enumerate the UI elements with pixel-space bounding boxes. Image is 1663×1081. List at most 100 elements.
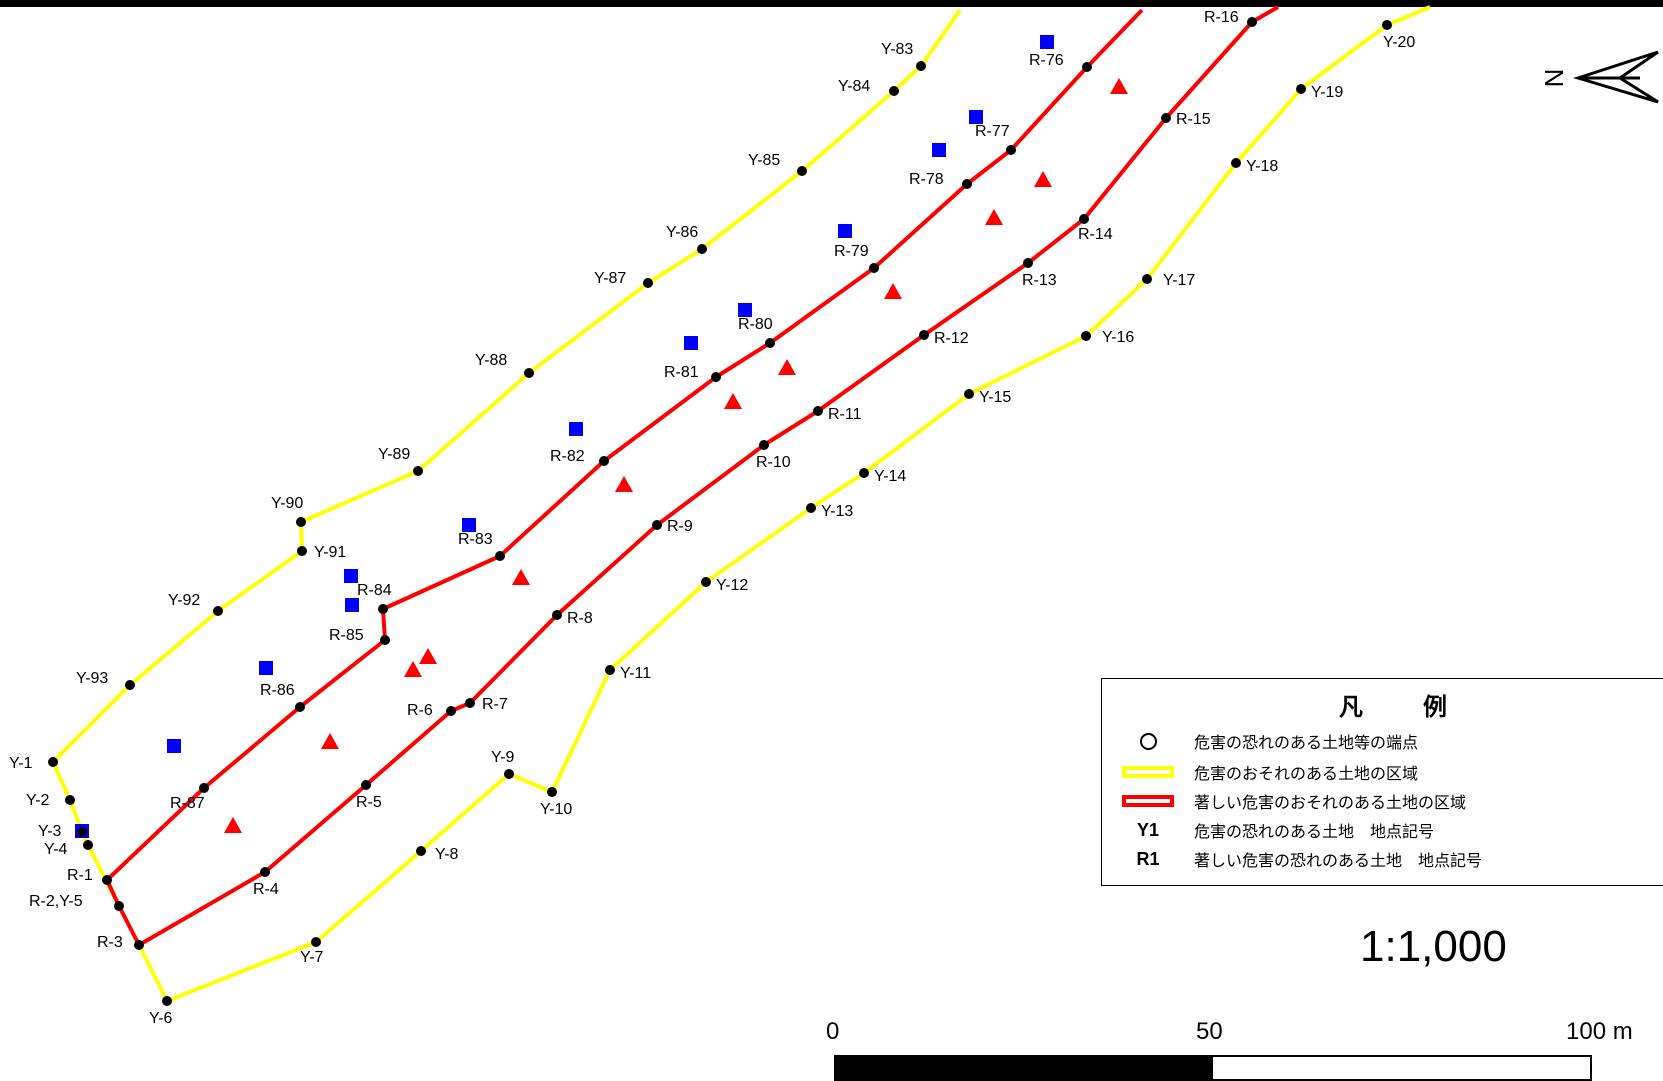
red-triangle-marker <box>1034 171 1052 187</box>
endpoint-dot <box>295 702 305 712</box>
red-zone-boundary <box>105 8 1144 882</box>
point-label: R-16 <box>1204 9 1239 26</box>
endpoint-dot <box>83 840 93 850</box>
endpoint-dot <box>102 875 112 885</box>
red-zone-line-icon <box>1122 795 1174 807</box>
red-triangle-marker <box>724 393 742 409</box>
point-label: Y-18 <box>1246 158 1278 175</box>
yellow-zone-line-icon <box>1122 766 1174 778</box>
endpoint-dot <box>1006 145 1016 155</box>
endpoint-dot <box>1161 113 1171 123</box>
point-label: Y-84 <box>838 78 870 95</box>
blue-square-marker <box>344 569 358 583</box>
endpoint-dot <box>413 466 423 476</box>
endpoint-dot <box>547 787 557 797</box>
endpoint-dot <box>465 698 475 708</box>
endpoint-dot <box>380 635 390 645</box>
point-label: Y-86 <box>666 224 698 241</box>
blue-square-marker <box>684 336 698 350</box>
scale-tick-100: 100 m <box>1566 1018 1633 1045</box>
endpoint-dot <box>1382 20 1392 30</box>
blue-square-marker <box>932 143 946 157</box>
point-label: R-3 <box>97 934 123 951</box>
endpoint-dot <box>1247 17 1257 27</box>
legend-row-y-code: Y1 危害の恐れのある土地 地点記号 <box>1102 816 1434 844</box>
point-label: Y-92 <box>168 592 200 609</box>
blue-square-marker <box>462 518 476 532</box>
scale-ratio: 1:1,000 <box>1360 922 1507 971</box>
scale-bar <box>834 1055 1592 1081</box>
red-triangle-marker <box>404 661 422 677</box>
point-label: R-5 <box>356 794 382 811</box>
endpoint-dot <box>297 546 307 556</box>
blue-square-marker <box>569 422 583 436</box>
endpoint-dot <box>652 520 662 530</box>
legend: 凡 例 危害の恐れのある土地等の端点 危害のおそれのある土地の区域 著しい危害の… <box>1101 678 1663 886</box>
point-label: Y-16 <box>1102 329 1134 346</box>
point-label: Y-91 <box>314 544 346 561</box>
endpoint-circle-icon <box>1139 732 1157 750</box>
point-label: Y-88 <box>475 352 507 369</box>
point-label: Y-19 <box>1311 84 1343 101</box>
endpoint-dot <box>599 456 609 466</box>
endpoint-dot <box>1023 258 1033 268</box>
endpoint-dot <box>134 940 144 950</box>
red-triangle-marker <box>224 817 242 833</box>
endpoint-dot <box>859 468 869 478</box>
endpoint-dot <box>1142 274 1152 284</box>
endpoint-dot <box>552 610 562 620</box>
endpoint-dot <box>711 372 721 382</box>
blue-square-marker <box>1040 35 1054 49</box>
point-label: Y-93 <box>76 670 108 687</box>
legend-text: 著しい危害の恐れのある土地 地点記号 <box>1194 851 1483 870</box>
legend-text: 危害のおそれのある土地の区域 <box>1194 764 1419 783</box>
point-label: R-1 <box>67 867 93 884</box>
blue-square-marker <box>259 661 273 675</box>
point-label: R-12 <box>934 330 969 347</box>
north-arrow: N <box>1539 50 1659 104</box>
point-label: Y-3 <box>38 823 62 840</box>
point-label: Y-6 <box>149 1010 173 1027</box>
survey-points: Y-1 Y-2 Y-3Y-4 R-2,Y-5 Y-6 Y-7 Y-8 Y-9 Y-10 Y-11 Y… <box>9 9 1415 1027</box>
north-arrow-label: N <box>1539 69 1569 88</box>
endpoint-dot <box>605 665 615 675</box>
legend-row-yellow-zone: 危害のおそれのある土地の区域 <box>1102 758 1418 786</box>
red-triangle-marker <box>778 359 796 375</box>
point-label: Y-2 <box>26 792 50 809</box>
blue-square-marker <box>345 598 359 612</box>
endpoint-dot <box>361 780 371 790</box>
legend-row-endpoint: 危害の恐れのある土地等の端点 <box>1102 727 1418 755</box>
point-label: R-82 <box>550 448 585 465</box>
endpoint-dot <box>77 827 87 837</box>
endpoint-dot <box>1082 62 1092 72</box>
endpoint-dot <box>697 244 707 254</box>
scale-tick-50: 50 <box>1196 1018 1223 1045</box>
point-label: Y-13 <box>821 503 853 520</box>
endpoint-dot <box>701 577 711 587</box>
point-label: Y-20 <box>1383 34 1415 51</box>
point-label: R-86 <box>260 682 295 699</box>
point-label: R-78 <box>909 171 944 188</box>
endpoint-dot <box>1081 331 1091 341</box>
endpoint-dot <box>260 867 270 877</box>
point-label: R-83 <box>458 531 493 548</box>
endpoint-dot <box>495 551 505 561</box>
blue-square-marker <box>167 739 181 753</box>
legend-code-y: Y1 <box>1136 819 1160 840</box>
scale-bar-segment <box>1213 1057 1590 1079</box>
blue-square-marker <box>738 303 752 317</box>
endpoint-dot <box>643 278 653 288</box>
endpoint-dot <box>1231 158 1241 168</box>
blue-square-marker <box>838 224 852 238</box>
point-label: R-77 <box>975 123 1010 140</box>
point-label: Y-85 <box>748 152 780 169</box>
endpoint-dot <box>378 604 388 614</box>
endpoint-dot <box>446 706 456 716</box>
endpoint-dot <box>416 846 426 856</box>
point-label: R-80 <box>738 316 773 333</box>
legend-row-r-code: R1 著しい危害の恐れのある土地 地点記号 <box>1102 845 1482 873</box>
endpoint-dot <box>964 389 974 399</box>
blue-square-marker <box>969 110 983 124</box>
endpoint-dot <box>311 937 321 947</box>
red-triangle-marker <box>512 569 530 585</box>
